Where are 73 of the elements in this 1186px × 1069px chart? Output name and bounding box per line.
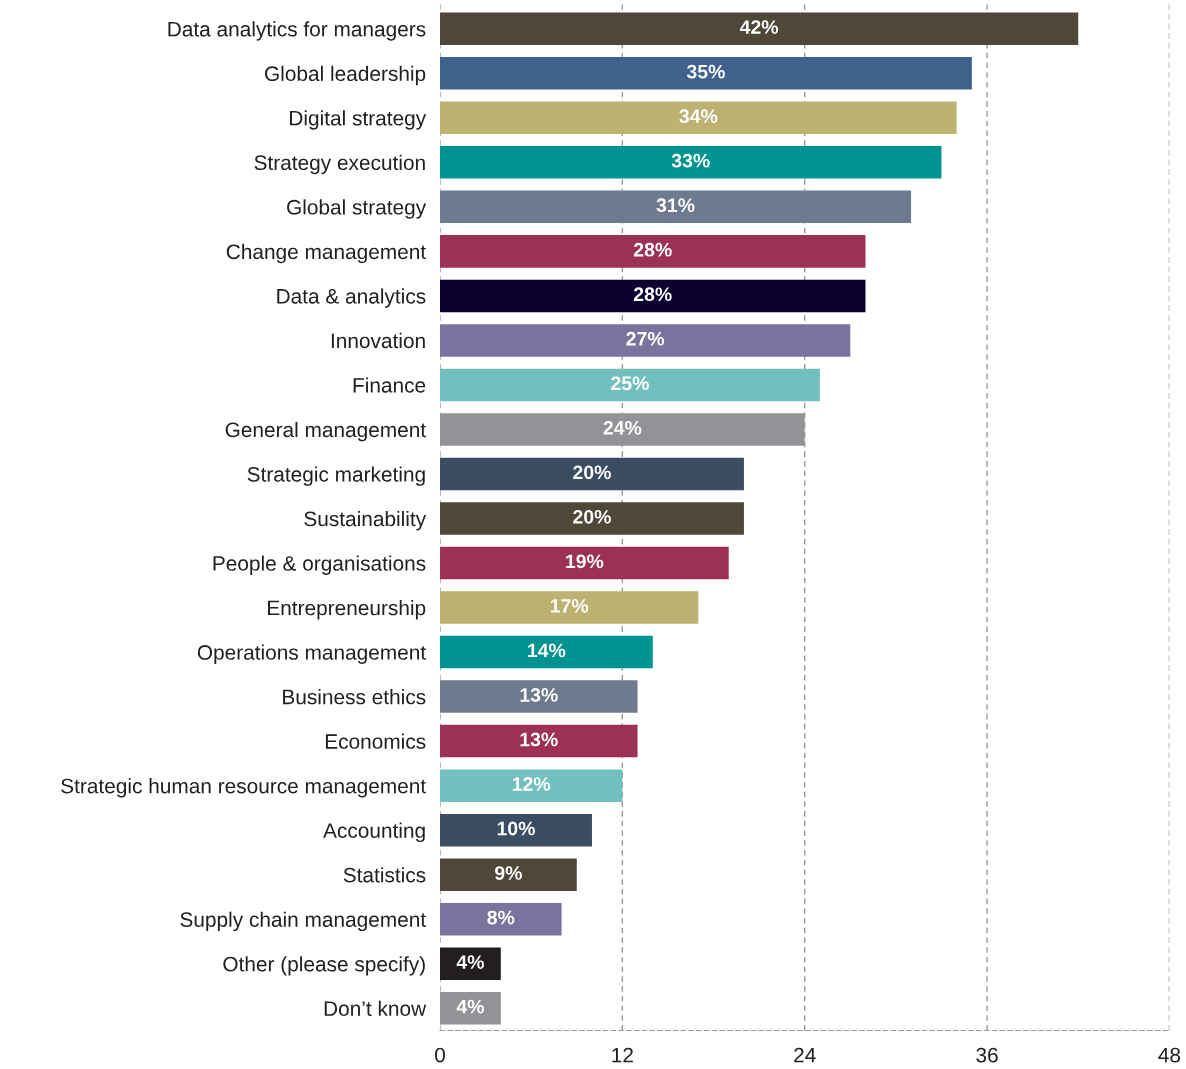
y-tick-label: Statistics [343,867,426,883]
data-label: 4% [456,955,484,969]
y-tick-label: Other (please specify) [223,956,425,976]
bar [440,769,623,802]
y-tick-label: Business ethics [283,689,426,705]
bar [440,546,729,580]
bar [440,724,638,758]
bar [440,680,638,713]
data-label: 20% [573,509,611,524]
data-label: 13% [520,732,558,747]
bar [440,279,866,313]
y-tick-label: Entrepreneurship [268,600,426,620]
data-label: 10% [497,821,535,836]
bar [440,502,744,535]
bar [440,190,912,224]
bar [440,635,653,669]
y-tick-label: Strategy execution [254,154,425,175]
bar [440,324,851,357]
data-label: 28% [633,242,672,257]
y-tick-label: Change management [226,243,426,264]
data-label: 19% [566,554,604,569]
y-tick-label: Global strategy [287,199,427,219]
y-tick-label: Supply chain management [180,911,426,932]
bar [440,591,699,624]
y-tick-label: Digital strategy [290,110,427,130]
bar [440,992,501,1025]
data-label: 35% [686,64,725,79]
bar [440,235,866,268]
data-label: 31% [656,198,695,213]
data-label: 33% [671,153,710,168]
data-label: 17% [550,599,589,613]
y-tick-label: Finance [353,377,426,393]
bar [440,368,820,402]
bar [440,57,972,90]
bar [440,457,744,491]
x-tick-label: 36 [976,1047,998,1063]
y-tick-label: Economics [325,733,426,749]
y-tick-label: General management [225,421,426,442]
x-tick-label: 48 [1158,1047,1181,1063]
bar [440,101,957,135]
data-label: 12% [512,777,551,791]
x-tick-label: 12 [612,1047,633,1063]
data-label: 34% [679,109,718,124]
data-label: 28% [633,287,672,302]
y-tick-label: Strategic marketing [247,466,425,486]
y-tick-label: Innovation [331,332,425,349]
x-tick-label: 0 [435,1047,445,1063]
y-tick-label: People & organisations [213,555,426,575]
data-label: 24% [603,420,642,435]
data-label: 8% [487,910,515,925]
bar [440,947,501,980]
data-label: 25% [611,376,649,391]
y-tick-label: Accounting [323,822,425,843]
bar [440,813,592,847]
data-label: 20% [573,465,611,480]
data-label: 9% [495,866,522,880]
bar [440,146,942,179]
bar [440,902,562,936]
data-label: 27% [626,331,665,346]
bar [440,12,1079,46]
data-label: 4% [456,999,484,1014]
data-label: 42% [739,20,779,34]
data-label: 13% [520,688,558,702]
bar [440,858,577,891]
y-tick-label: Sustainability [304,510,427,531]
y-tick-label: Operations management [197,644,426,664]
y-tick-label: Global leadership [265,65,426,86]
x-tick-label: 24 [794,1047,816,1063]
y-tick-label: Data analytics for managers [168,21,426,41]
y-tick-label: Data & analytics [277,288,426,308]
y-tick-label: Strategic human resource management [61,778,426,798]
data-label: 14% [528,643,566,658]
y-tick-label: Don’t know [324,1000,427,1017]
